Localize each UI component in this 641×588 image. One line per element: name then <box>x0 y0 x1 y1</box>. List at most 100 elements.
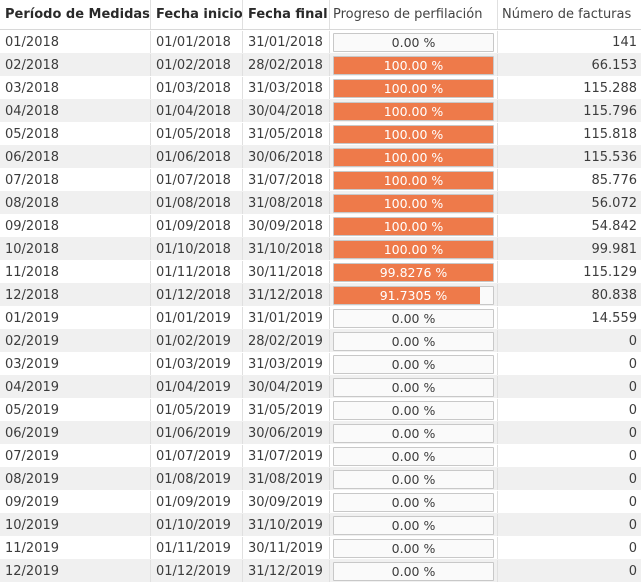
start-date-cell: 01/05/2019 <box>151 399 243 421</box>
table-row[interactable]: 03/2019 01/03/2019 31/03/2019 0.00 % 0 <box>0 352 641 375</box>
end-date-cell: 31/05/2019 <box>243 399 330 421</box>
progress-cell: 100.00 % <box>330 77 498 99</box>
end-date-cell: 31/03/2019 <box>243 353 330 375</box>
table-row[interactable]: 11/2019 01/11/2019 30/11/2019 0.00 % 0 <box>0 536 641 559</box>
progress-bar-fill <box>334 56 493 74</box>
table-body: 01/2018 01/01/2018 31/01/2018 0.00 % 141… <box>0 30 641 582</box>
period-cell: 02/2019 <box>0 330 151 352</box>
invoice-count-cell: 99.981 <box>591 242 638 257</box>
progress-cell: 100.00 % <box>330 146 498 168</box>
table-row[interactable]: 01/2018 01/01/2018 31/01/2018 0.00 % 141 <box>0 30 641 53</box>
progress-bar-label: 0.00 % <box>391 563 436 579</box>
progress-bar-label: 99.8276 % <box>379 264 448 280</box>
column-header-period[interactable]: Período de Medidas <box>0 0 151 29</box>
invoice-count-cell: 115.536 <box>583 150 637 165</box>
progress-bar: 100.00 % <box>333 55 494 75</box>
table-row[interactable]: 06/2019 01/06/2019 30/06/2019 0.00 % 0 <box>0 421 641 444</box>
start-date-cell: 01/06/2019 <box>151 422 243 444</box>
start-date-cell: 01/01/2018 <box>151 31 243 53</box>
start-date-cell: 01/12/2018 <box>151 284 243 306</box>
progress-cell: 100.00 % <box>330 54 498 76</box>
table-row[interactable]: 08/2019 01/08/2019 31/08/2019 0.00 % 0 <box>0 467 641 490</box>
progress-cell: 100.00 % <box>330 215 498 237</box>
progress-bar-fill <box>334 148 493 166</box>
period-cell: 09/2018 <box>0 215 151 237</box>
start-date-cell: 01/06/2018 <box>151 146 243 168</box>
progress-bar-fill <box>334 263 493 281</box>
end-date-cell: 31/08/2019 <box>243 468 330 490</box>
start-date-cell: 01/09/2019 <box>151 491 243 513</box>
period-cell: 10/2018 <box>0 238 151 260</box>
progress-cell: 0.00 % <box>330 353 498 375</box>
period-cell: 11/2018 <box>0 261 151 283</box>
period-cell: 07/2019 <box>0 445 151 467</box>
progress-cell: 100.00 % <box>330 100 498 122</box>
progress-bar: 0.00 % <box>333 492 494 512</box>
table-row[interactable]: 10/2019 01/10/2019 31/10/2019 0.00 % 0 <box>0 513 641 536</box>
progress-bar: 100.00 % <box>333 216 494 236</box>
table-row[interactable]: 05/2018 01/05/2018 31/05/2018 100.00 % 1… <box>0 122 641 145</box>
period-cell: 10/2019 <box>0 514 151 536</box>
progress-bar-label: 0.00 % <box>391 356 436 372</box>
table-row[interactable]: 12/2018 01/12/2018 31/12/2018 91.7305 % … <box>0 283 641 306</box>
table-row[interactable]: 12/2019 01/12/2019 31/12/2019 0.00 % 0 <box>0 559 641 582</box>
progress-bar-fill <box>334 240 493 258</box>
progress-cell: 100.00 % <box>330 169 498 191</box>
progress-bar-label: 0.00 % <box>391 494 436 510</box>
table-row[interactable]: 11/2018 01/11/2018 30/11/2018 99.8276 % … <box>0 260 641 283</box>
column-header-invoice-count[interactable]: Número de facturas <box>502 7 632 22</box>
progress-bar: 0.00 % <box>333 538 494 558</box>
column-header-end-date[interactable]: Fecha final <box>243 0 330 29</box>
progress-cell: 0.00 % <box>330 330 498 352</box>
progress-cell: 0.00 % <box>330 537 498 559</box>
invoice-count-cell: 54.842 <box>591 219 638 234</box>
progress-bar-fill <box>334 125 493 143</box>
table-row[interactable]: 07/2018 01/07/2018 31/07/2018 100.00 % 8… <box>0 168 641 191</box>
end-date-cell: 30/09/2019 <box>243 491 330 513</box>
table-row[interactable]: 05/2019 01/05/2019 31/05/2019 0.00 % 0 <box>0 398 641 421</box>
period-cell: 02/2018 <box>0 54 151 76</box>
progress-bar-label: 0.00 % <box>391 517 436 533</box>
progress-bar-label: 0.00 % <box>391 402 436 418</box>
end-date-cell: 31/05/2018 <box>243 123 330 145</box>
progress-bar: 100.00 % <box>333 147 494 167</box>
progress-cell: 0.00 % <box>330 307 498 329</box>
progress-cell: 100.00 % <box>330 238 498 260</box>
end-date-cell: 31/01/2018 <box>243 31 330 53</box>
table-row[interactable]: 03/2018 01/03/2018 31/03/2018 100.00 % 1… <box>0 76 641 99</box>
start-date-cell: 01/12/2019 <box>151 560 243 582</box>
table-row[interactable]: 08/2018 01/08/2018 31/08/2018 100.00 % 5… <box>0 191 641 214</box>
column-header-profiling-progress[interactable]: Progreso de perfilación <box>330 0 498 29</box>
start-date-cell: 01/11/2019 <box>151 537 243 559</box>
start-date-cell: 01/08/2018 <box>151 192 243 214</box>
table-row[interactable]: 07/2019 01/07/2019 31/07/2019 0.00 % 0 <box>0 444 641 467</box>
period-cell: 12/2019 <box>0 560 151 582</box>
start-date-cell: 01/10/2018 <box>151 238 243 260</box>
period-cell: 01/2018 <box>0 31 151 53</box>
table-row[interactable]: 10/2018 01/10/2018 31/10/2018 100.00 % 9… <box>0 237 641 260</box>
table-row[interactable]: 09/2018 01/09/2018 30/09/2018 100.00 % 5… <box>0 214 641 237</box>
progress-bar-label: 100.00 % <box>383 241 444 257</box>
progress-bar-label: 100.00 % <box>383 218 444 234</box>
table-row[interactable]: 09/2019 01/09/2019 30/09/2019 0.00 % 0 <box>0 490 641 513</box>
start-date-cell: 01/02/2019 <box>151 330 243 352</box>
end-date-cell: 30/09/2018 <box>243 215 330 237</box>
period-cell: 07/2018 <box>0 169 151 191</box>
progress-bar: 0.00 % <box>333 32 494 52</box>
column-header-start-date[interactable]: Fecha inicio <box>151 0 243 29</box>
table-row[interactable]: 02/2019 01/02/2019 28/02/2019 0.00 % 0 <box>0 329 641 352</box>
progress-bar-label: 0.00 % <box>391 425 436 441</box>
end-date-cell: 30/06/2018 <box>243 146 330 168</box>
table-row[interactable]: 04/2019 01/04/2019 30/04/2019 0.00 % 0 <box>0 375 641 398</box>
progress-bar-fill <box>334 286 480 304</box>
table-row[interactable]: 02/2018 01/02/2018 28/02/2018 100.00 % 6… <box>0 53 641 76</box>
table-row[interactable]: 06/2018 01/06/2018 30/06/2018 100.00 % 1… <box>0 145 641 168</box>
period-cell: 04/2018 <box>0 100 151 122</box>
table-row[interactable]: 04/2018 01/04/2018 30/04/2018 100.00 % 1… <box>0 99 641 122</box>
start-date-cell: 01/01/2019 <box>151 307 243 329</box>
start-date-cell: 01/02/2018 <box>151 54 243 76</box>
period-cell: 08/2019 <box>0 468 151 490</box>
progress-cell: 100.00 % <box>330 123 498 145</box>
table-row[interactable]: 01/2019 01/01/2019 31/01/2019 0.00 % 14.… <box>0 306 641 329</box>
